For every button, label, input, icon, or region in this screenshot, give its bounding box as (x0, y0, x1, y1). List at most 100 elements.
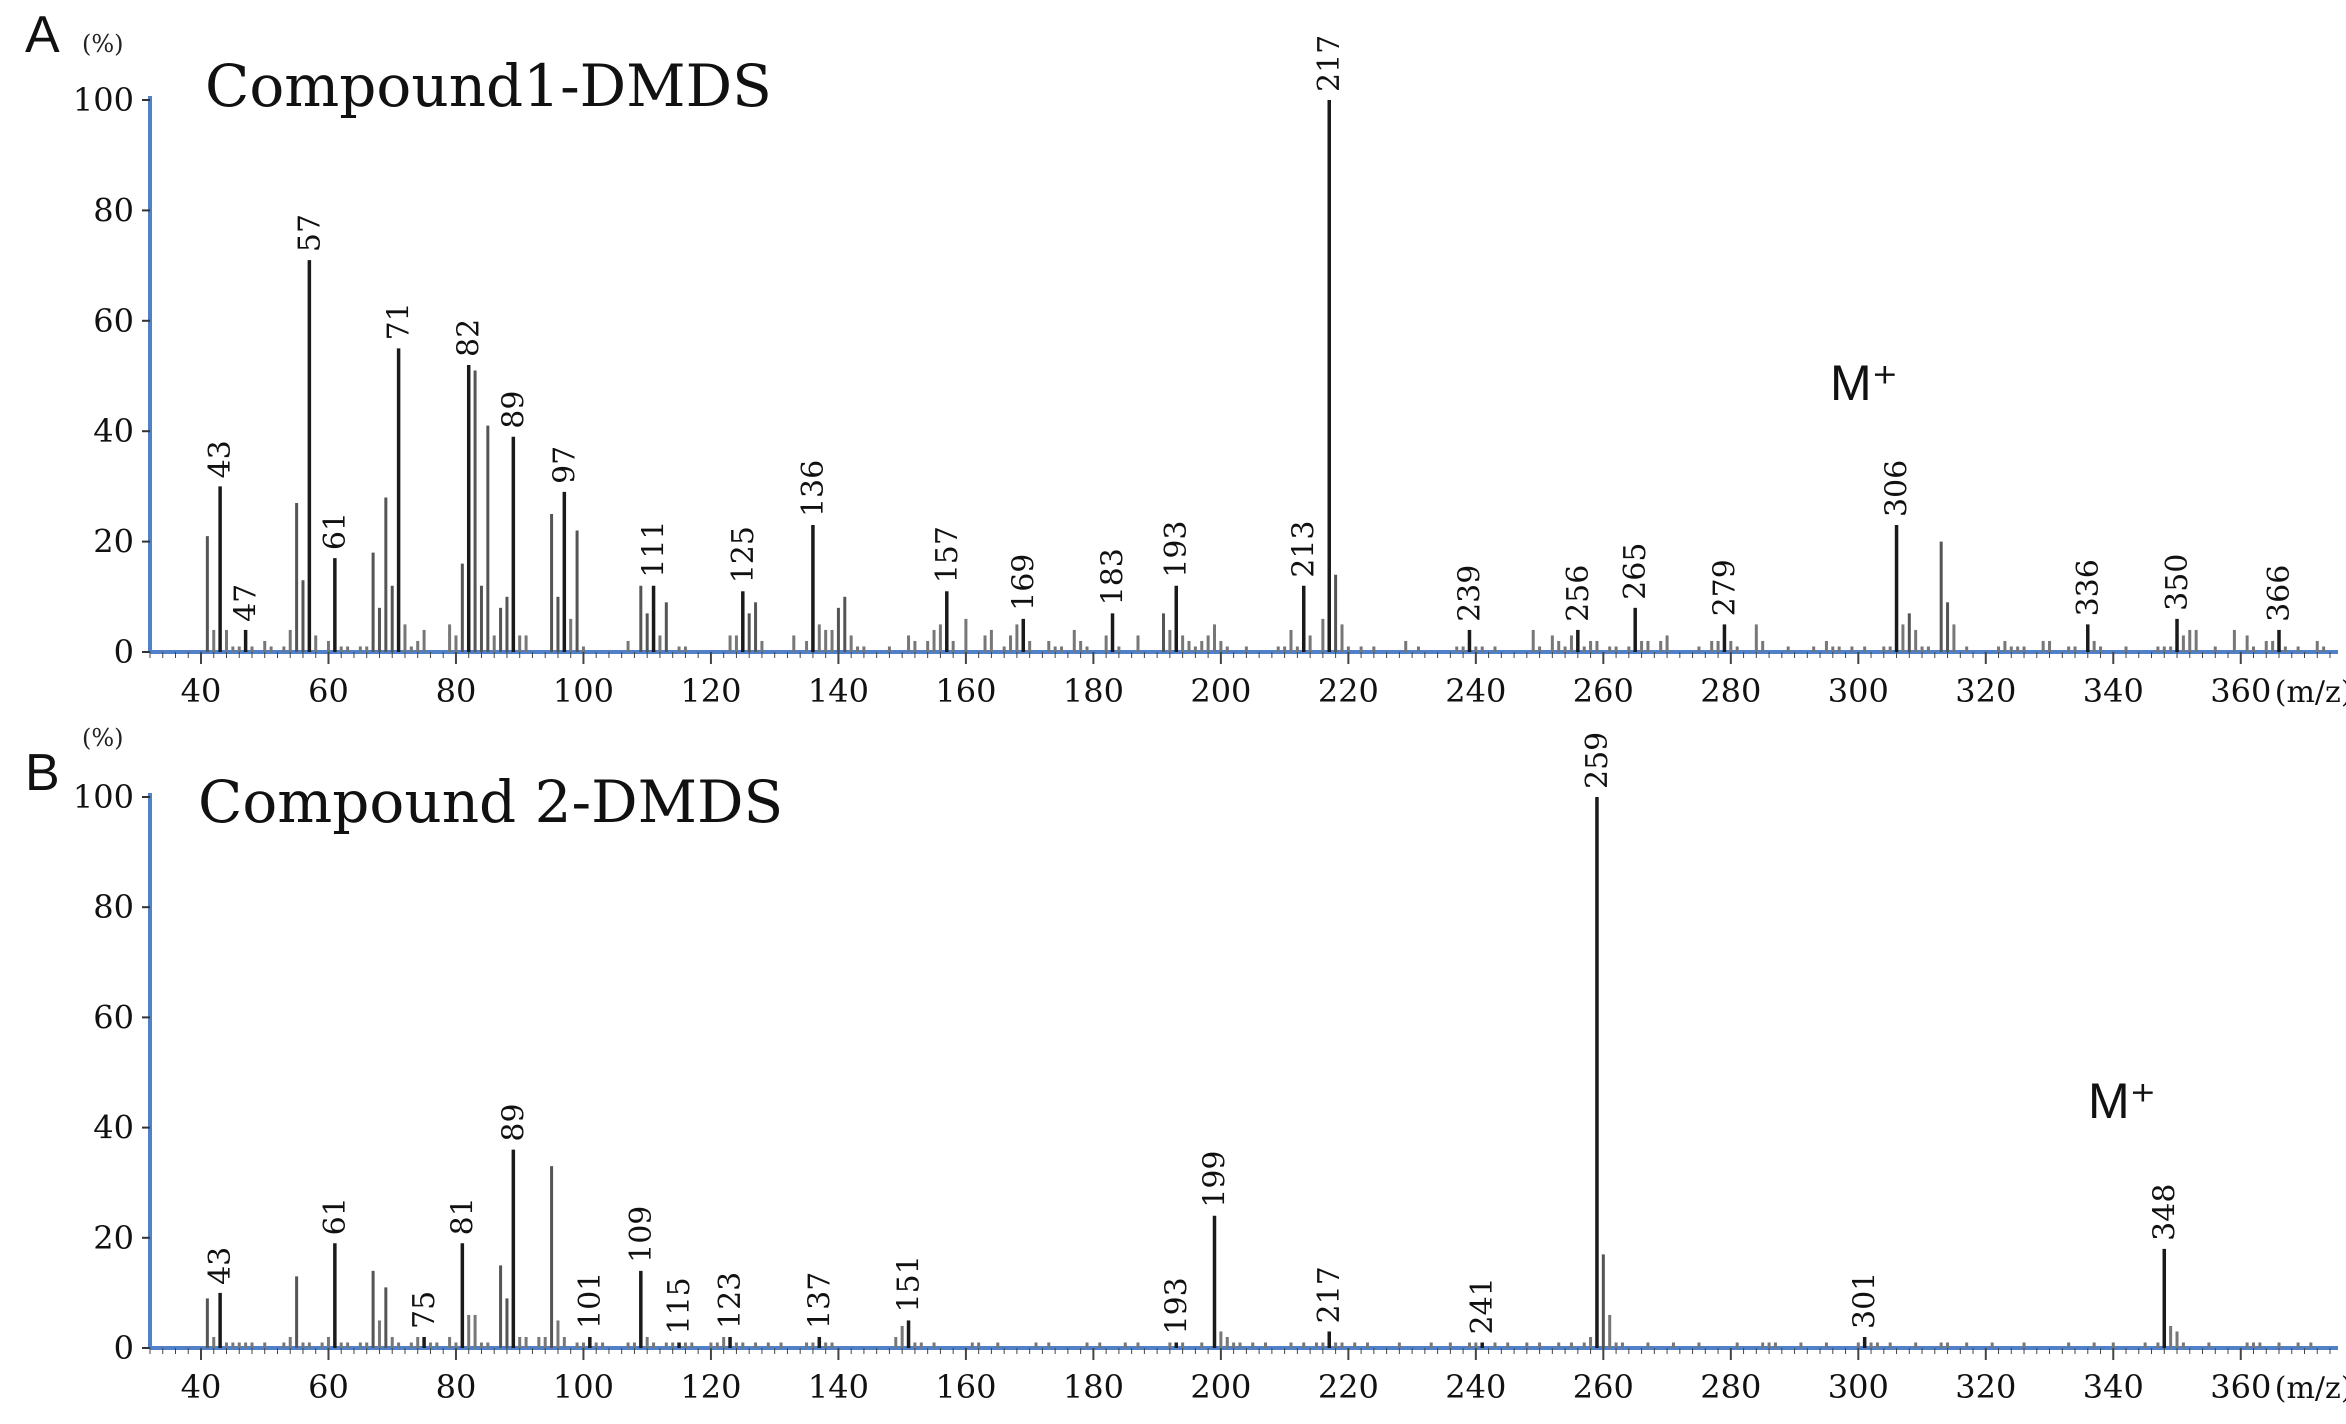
peak-label: 57 (292, 214, 327, 252)
x-tick-label: 200 (1190, 672, 1251, 710)
x-tick-label: 300 (1828, 672, 1889, 710)
spectrum-title: Compound1-DMDS (205, 52, 772, 120)
y-axis-units: (%) (82, 30, 124, 58)
x-tick-label: 340 (2083, 1368, 2144, 1406)
peak-label: 81 (445, 1197, 480, 1235)
peak-label: 169 (1006, 554, 1041, 611)
x-axis-units: (m/z) (2275, 1371, 2346, 1406)
x-tick-label: 100 (553, 672, 614, 710)
peak-label: 256 (1561, 565, 1596, 622)
peak-label: 43 (203, 440, 238, 478)
peak-label: 301 (1848, 1272, 1883, 1329)
peak-label: 183 (1096, 548, 1131, 605)
peak-label: 71 (382, 302, 417, 340)
peak-label: 115 (662, 1277, 697, 1334)
peak-label: 239 (1452, 565, 1487, 622)
y-tick-label: 100 (73, 778, 134, 816)
peak-label: 61 (318, 512, 353, 550)
x-tick-label: 160 (935, 672, 996, 710)
peak-label: 241 (1465, 1277, 1500, 1334)
y-tick-label: 20 (93, 1219, 134, 1257)
y-tick-label: 40 (93, 1109, 134, 1147)
y-tick-label: 60 (93, 302, 134, 340)
peak-label: 111 (637, 520, 672, 577)
x-tick-label: 260 (1573, 672, 1634, 710)
y-tick-label: 40 (93, 412, 134, 450)
x-tick-label: 140 (808, 1368, 869, 1406)
panel-label: B (25, 744, 60, 802)
y-tick-label: 0 (114, 1329, 134, 1367)
peak-label: 89 (496, 391, 531, 429)
peak-label: 101 (573, 1272, 608, 1329)
peak-label: 136 (796, 460, 831, 517)
y-tick-label: 100 (73, 81, 134, 119)
spectrum-panel-b: B (%) Compound 2-DMDS 0 20 40 60 80 100 40 60 80 100… (25, 724, 2346, 1406)
peak-label: 199 (1198, 1150, 1233, 1207)
molecular-ion-label: M⁺ (1830, 355, 1898, 411)
x-tick-label: 40 (181, 1368, 222, 1406)
peak-label: 123 (713, 1272, 748, 1329)
x-tick-label: 120 (680, 1368, 741, 1406)
x-tick-label: 240 (1445, 1368, 1506, 1406)
x-tick-label: 60 (308, 672, 349, 710)
peak-label: 137 (802, 1272, 837, 1329)
peak-label: 82 (452, 319, 487, 357)
x-tick-label: 300 (1828, 1368, 1889, 1406)
peak-label: 43 (203, 1247, 238, 1285)
y-tick-label: 20 (93, 523, 134, 561)
x-tick-label: 120 (680, 672, 741, 710)
y-tick-label: 60 (93, 998, 134, 1036)
molecular-ion-label: M⁺ (2088, 1073, 2156, 1129)
panel-label: A (25, 6, 60, 64)
x-tick-label: 200 (1190, 1368, 1251, 1406)
peak-label: 265 (1618, 543, 1653, 600)
peak-label: 217 (1312, 35, 1347, 92)
x-tick-label: 360 (2210, 672, 2271, 710)
peak-label: 336 (2071, 559, 2106, 616)
x-tick-label: 80 (436, 1368, 477, 1406)
x-tick-label: 180 (1063, 1368, 1124, 1406)
peak-label: 125 (726, 526, 761, 583)
x-tick-label: 220 (1318, 1368, 1379, 1406)
x-tick-label: 340 (2083, 672, 2144, 710)
peak-label: 193 (1159, 1277, 1194, 1334)
peak-label: 350 (2160, 554, 2195, 611)
peak-label: 109 (624, 1206, 659, 1263)
x-tick-label: 180 (1063, 672, 1124, 710)
peak-label: 47 (229, 584, 264, 622)
x-tick-label: 100 (553, 1368, 614, 1406)
x-tick-label: 140 (808, 672, 869, 710)
peak-label: 157 (930, 526, 965, 583)
peak-label: 217 (1312, 1266, 1347, 1323)
x-tick-label: 260 (1573, 1368, 1634, 1406)
spectrum-panel-a: A (%) Compound1-DMDS 0 20 40 60 80 100 40 60 80 100 1… (25, 6, 2346, 710)
y-axis-units: (%) (82, 724, 124, 752)
x-tick-label: 280 (1700, 672, 1761, 710)
x-tick-label: 60 (308, 1368, 349, 1406)
x-tick-label: 80 (436, 672, 477, 710)
peak-label: 366 (2262, 565, 2297, 622)
peak-label: 213 (1287, 520, 1322, 577)
y-tick-label: 0 (114, 633, 134, 671)
y-tick-label: 80 (93, 888, 134, 926)
peak-label: 348 (2147, 1184, 2182, 1241)
peak-label: 306 (1880, 460, 1915, 517)
x-tick-label: 320 (1955, 672, 2016, 710)
x-axis-units: (m/z) (2275, 675, 2346, 710)
peak-label: 279 (1707, 559, 1742, 616)
x-tick-label: 160 (935, 1368, 996, 1406)
x-tick-label: 240 (1445, 672, 1506, 710)
peak-label: 89 (496, 1103, 531, 1141)
peak-label: 97 (547, 446, 582, 484)
peak-label: 75 (407, 1291, 442, 1329)
peak-label: 61 (318, 1197, 353, 1235)
x-tick-label: 280 (1700, 1368, 1761, 1406)
y-tick-label: 80 (93, 191, 134, 229)
x-tick-label: 40 (181, 672, 222, 710)
x-tick-label: 360 (2210, 1368, 2271, 1406)
peak-label: 259 (1580, 732, 1615, 789)
spectrum-title: Compound 2-DMDS (198, 768, 783, 836)
peak-label: 151 (892, 1255, 927, 1312)
